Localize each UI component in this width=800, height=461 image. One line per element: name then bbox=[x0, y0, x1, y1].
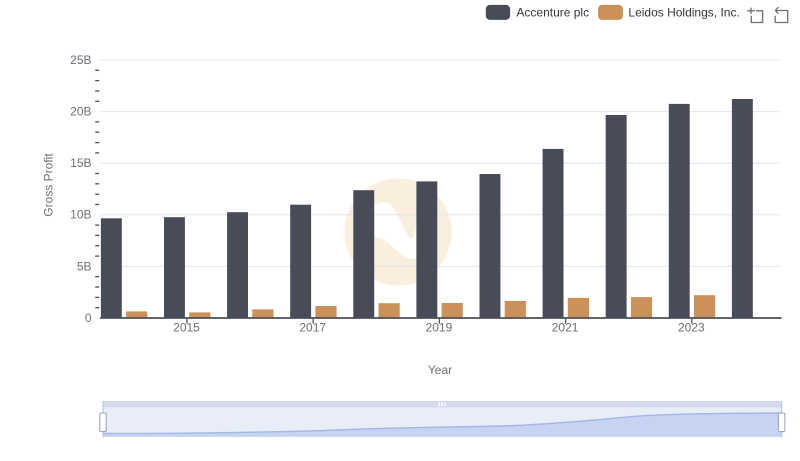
svg-text:2023: 2023 bbox=[678, 321, 705, 335]
svg-text:2019: 2019 bbox=[426, 321, 453, 335]
svg-text:2021: 2021 bbox=[552, 321, 579, 335]
svg-text:5B: 5B bbox=[77, 259, 92, 273]
svg-text:Gross Profit: Gross Profit bbox=[42, 153, 56, 217]
svg-text:2017: 2017 bbox=[299, 321, 326, 335]
svg-text:10B: 10B bbox=[70, 208, 91, 222]
svg-text:20B: 20B bbox=[70, 105, 91, 119]
svg-text:Year: Year bbox=[428, 363, 452, 377]
svg-text:2015: 2015 bbox=[173, 321, 200, 335]
svg-text:Leidos Holdings, Inc.: Leidos Holdings, Inc. bbox=[628, 5, 739, 19]
svg-text:Accenture plc: Accenture plc bbox=[516, 5, 589, 19]
svg-text:25B: 25B bbox=[70, 53, 91, 67]
svg-text:15B: 15B bbox=[70, 156, 91, 170]
svg-text:0: 0 bbox=[85, 311, 92, 325]
